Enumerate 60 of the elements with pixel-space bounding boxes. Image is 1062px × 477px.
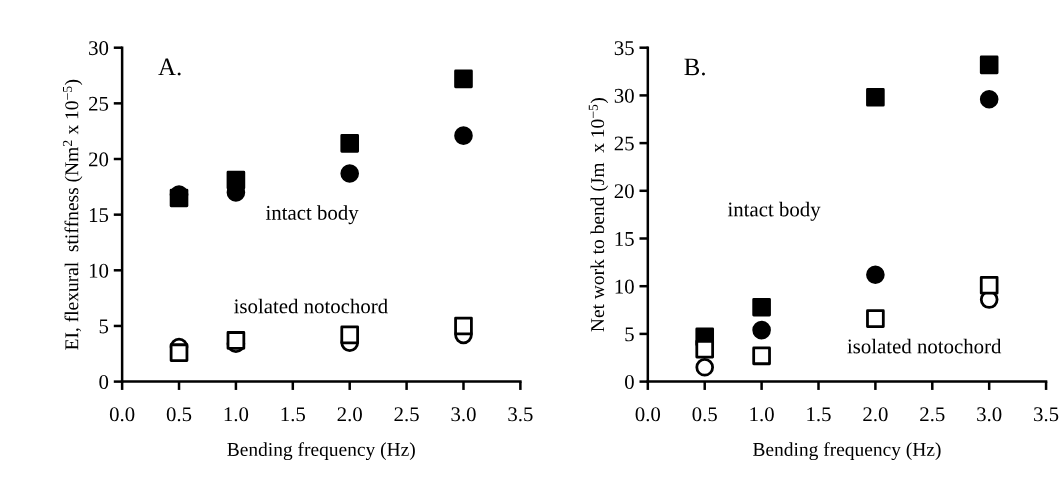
y-tick-label: 25 [614, 136, 634, 151]
x-tick-label: 0.0 [635, 407, 661, 422]
x-tick-label: 1.0 [750, 407, 774, 422]
y-tick-label: 0 [99, 374, 109, 390]
chart-title: A. [158, 58, 181, 76]
x-tick-label: 3.5 [1034, 407, 1059, 422]
annotation: intact body [265, 205, 359, 225]
y-tick-label: 0 [625, 374, 634, 390]
point [169, 343, 189, 362]
point [340, 325, 360, 345]
point [454, 69, 473, 89]
y-tick-label: 15 [89, 208, 109, 223]
point [866, 265, 885, 285]
x-tick-label: 3.0 [977, 407, 1002, 422]
point [979, 89, 999, 109]
y-tick-label: 30 [89, 41, 109, 56]
y-tick-label: 10 [89, 263, 109, 278]
y-tick-label: 10 [615, 279, 634, 294]
point [866, 88, 885, 107]
point [340, 134, 360, 153]
annotation: isolated notochord [847, 338, 1002, 354]
point [695, 339, 715, 359]
y-tick-label: 5 [99, 319, 109, 334]
y-tick-label: 5 [625, 327, 634, 342]
point [695, 357, 715, 377]
point [979, 55, 999, 75]
x-tick-label: 1.5 [807, 407, 831, 422]
point [454, 126, 473, 145]
y-tick-label: 15 [615, 231, 634, 246]
y-axis-title: Net work to bend (Jm x 10$^{−5}$) [588, 98, 609, 332]
chart-title: B. [684, 58, 705, 76]
x-tick-label: 2.5 [920, 407, 945, 422]
point [752, 320, 771, 340]
point [979, 275, 999, 295]
point [340, 164, 360, 183]
point [866, 309, 885, 328]
y-axis-title: EI, flexural stiffness (Nm$^{2}$ x 10$^{−5}$) [62, 79, 83, 350]
x-tick-label: 0.0 [109, 407, 135, 422]
x-tick-label: 2.0 [337, 407, 362, 422]
annotation: intact body [727, 201, 821, 221]
annotation: isolated notochord [234, 298, 388, 314]
x-tick-label: 0.5 [166, 407, 192, 422]
x-tick-label: 0.5 [692, 407, 717, 422]
x-tick-label: 3.5 [508, 407, 533, 422]
x-axis-title: Bending frequency (Hz) [753, 442, 941, 461]
y-tick-label: 30 [614, 88, 634, 103]
point [752, 346, 771, 366]
point [226, 331, 246, 350]
x-tick-label: 1.0 [224, 407, 249, 422]
x-tick-label: 2.5 [394, 407, 419, 422]
y-tick-label: 20 [614, 184, 634, 199]
x-tick-label: 3.0 [451, 407, 476, 422]
x-tick-label: 2.0 [863, 407, 888, 422]
y-tick-label: 25 [89, 96, 109, 111]
x-tick-label: 1.5 [281, 407, 306, 422]
point [752, 297, 771, 317]
y-tick-label: 20 [89, 152, 109, 167]
x-axis-title: Bending frequency (Hz) [227, 442, 415, 461]
point [454, 316, 473, 336]
y-tick-label: 35 [614, 41, 634, 56]
